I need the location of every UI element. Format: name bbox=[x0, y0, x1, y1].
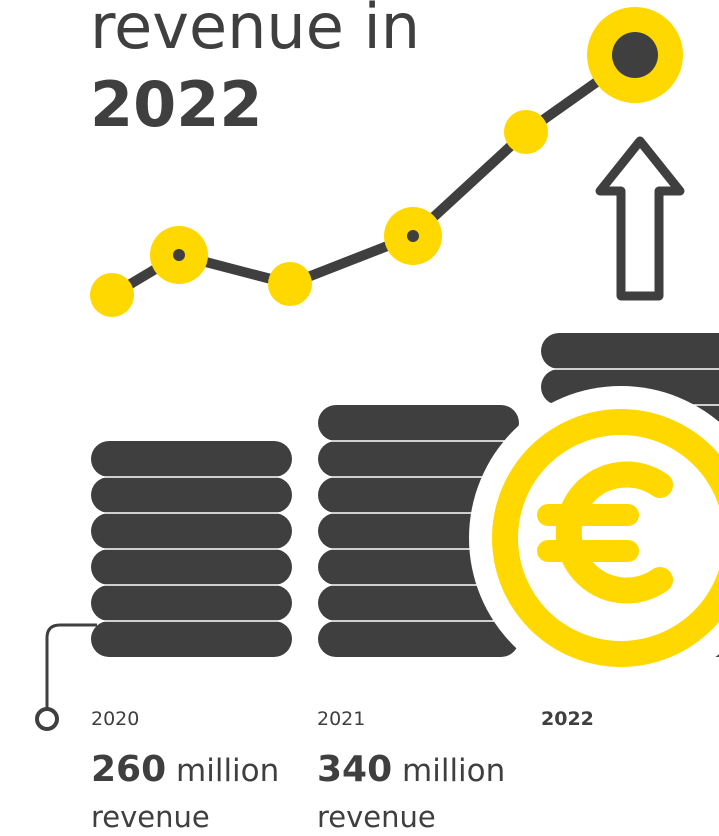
euro-coin-icon bbox=[469, 386, 719, 690]
headline: revenue in 2022 bbox=[90, 0, 420, 144]
amount-2021-value: 340 bbox=[317, 749, 393, 790]
year-2022: 2022 bbox=[541, 708, 594, 730]
amount-2020-value: 260 bbox=[91, 749, 167, 790]
coin-stack-2021 bbox=[318, 405, 519, 657]
amount-2021-unit: million bbox=[402, 753, 506, 789]
caption-2020: revenue bbox=[91, 800, 210, 834]
amount-2020: 260 million bbox=[91, 750, 279, 791]
headline-line-1: revenue in bbox=[90, 0, 421, 63]
trend-line bbox=[90, 7, 683, 317]
headline-line-2: 2022 bbox=[90, 68, 263, 141]
coin-stack-2020 bbox=[91, 441, 292, 657]
year-2020: 2020 bbox=[91, 708, 140, 730]
year-2021: 2021 bbox=[317, 708, 366, 730]
up-arrow-icon bbox=[595, 136, 685, 301]
trend-point-1 bbox=[90, 273, 134, 317]
amount-2021: 340 million bbox=[317, 750, 505, 791]
trend-point-3 bbox=[268, 262, 312, 306]
timeline-pin-icon bbox=[35, 623, 97, 731]
amount-2020-unit: million bbox=[176, 753, 280, 789]
caption-2021: revenue bbox=[317, 800, 436, 834]
trend-point-5 bbox=[504, 110, 548, 154]
